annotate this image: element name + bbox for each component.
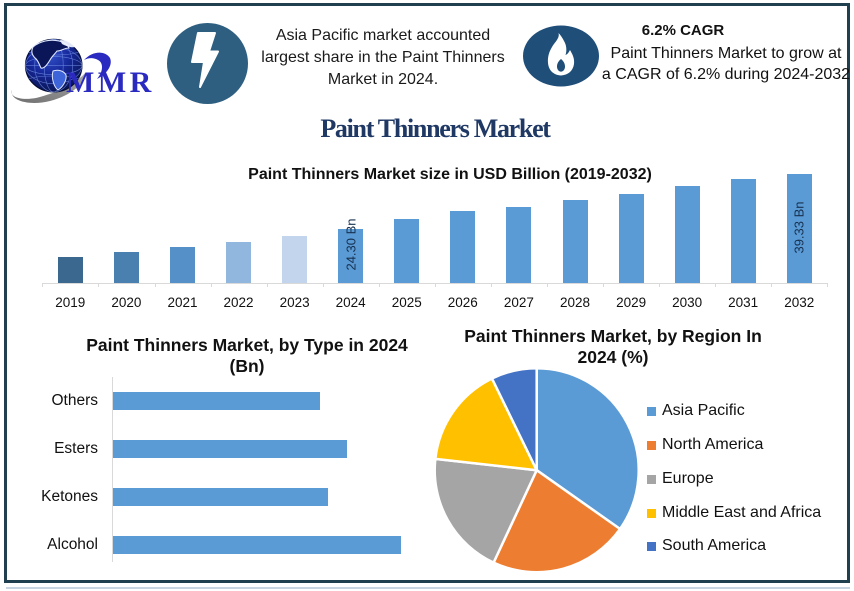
svg-text:MMR: MMR: [66, 66, 155, 99]
